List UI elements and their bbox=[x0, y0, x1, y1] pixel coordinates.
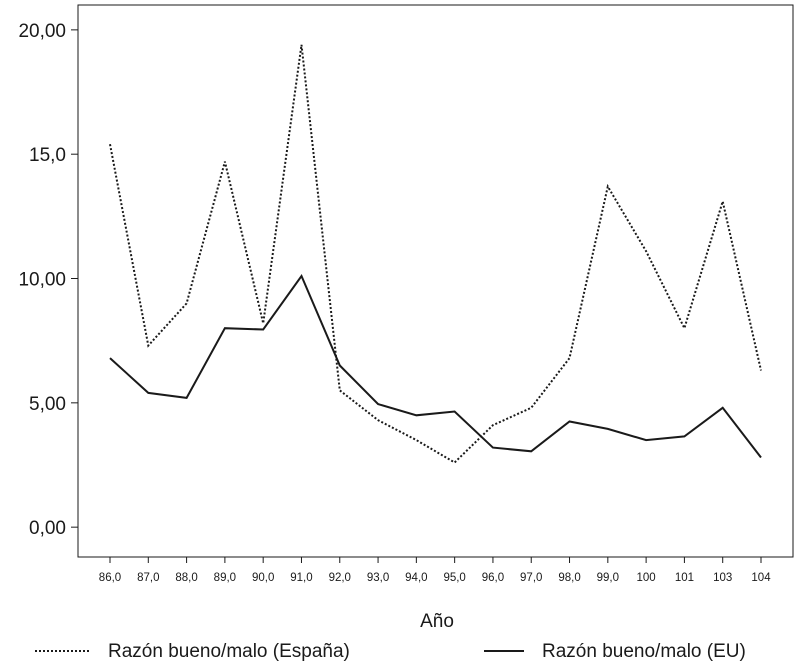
x-tick-label: 91,0 bbox=[290, 572, 312, 584]
x-tick-label: 104 bbox=[751, 572, 771, 584]
y-tick-label: 15,0 bbox=[29, 145, 66, 166]
x-tick-label: 95,0 bbox=[443, 572, 465, 584]
x-tick-label: 93,0 bbox=[367, 572, 389, 584]
x-tick-label: 98,0 bbox=[558, 572, 580, 584]
x-tick-label: 97,0 bbox=[520, 572, 542, 584]
series-line-eu bbox=[109, 273, 762, 459]
x-tick-label: 99,0 bbox=[597, 572, 619, 584]
x-tick-label: 101 bbox=[675, 572, 694, 584]
x-axis-title: Año bbox=[420, 611, 454, 632]
x-tick-label: 96,0 bbox=[482, 572, 504, 584]
x-tick-label: 88,0 bbox=[175, 572, 197, 584]
y-tick-label: 20,00 bbox=[18, 21, 66, 42]
series-line-espana bbox=[109, 44, 762, 464]
x-tick-label: 90,0 bbox=[252, 572, 274, 584]
legend-label: Razón bueno/malo (EU) bbox=[542, 641, 746, 662]
x-tick-label: 94,0 bbox=[405, 572, 427, 584]
x-tick-label: 86,0 bbox=[99, 572, 121, 584]
legend-item: Razón bueno/malo (España) bbox=[35, 641, 350, 662]
y-tick-label: 10,00 bbox=[18, 270, 66, 291]
plot-frame bbox=[77, 4, 794, 558]
x-tick-label: 100 bbox=[637, 572, 656, 584]
x-tick-label: 92,0 bbox=[329, 572, 351, 584]
legend-label: Razón bueno/malo (España) bbox=[108, 641, 350, 662]
x-tick-label: 89,0 bbox=[214, 572, 236, 584]
x-tick-label: 103 bbox=[713, 572, 732, 584]
y-tick-label: 5,00 bbox=[29, 394, 66, 415]
legend-item: Razón bueno/malo (EU) bbox=[484, 641, 746, 662]
y-tick-label: 0,00 bbox=[29, 518, 66, 539]
x-tick-label: 87,0 bbox=[137, 572, 159, 584]
